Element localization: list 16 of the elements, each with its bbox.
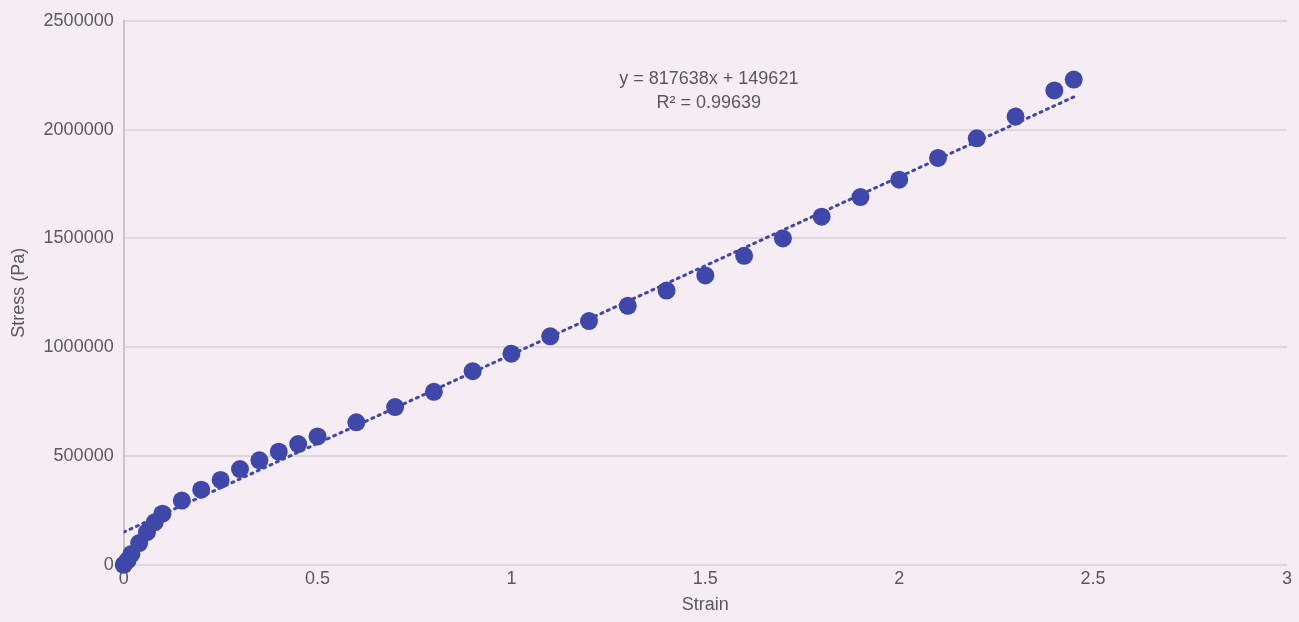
x-tick-label: 2 (894, 567, 905, 588)
y-tick-label: 1500000 (43, 227, 114, 248)
x-axis-title: Strain (681, 594, 729, 615)
x-tick-label: 1.5 (692, 567, 718, 588)
y-tick-label: 1000000 (43, 336, 114, 357)
x-tick-label: 3 (1281, 567, 1293, 588)
annotation: R² = 0.99639 (656, 91, 762, 112)
annotation: y = 817638x + 149621 (619, 67, 799, 88)
x-tick-label: 0.5 (305, 567, 331, 588)
y-tick-label: 2500000 (43, 9, 114, 30)
y-tick-label: 500000 (53, 444, 114, 465)
y-tick-label: 2000000 (43, 118, 114, 139)
x-tick-label: 2.5 (1080, 567, 1106, 588)
x-tick-label: 1 (506, 567, 517, 588)
y-tick-label: 0 (103, 553, 114, 574)
y-axis-title: Stress (Pa) (7, 247, 28, 338)
